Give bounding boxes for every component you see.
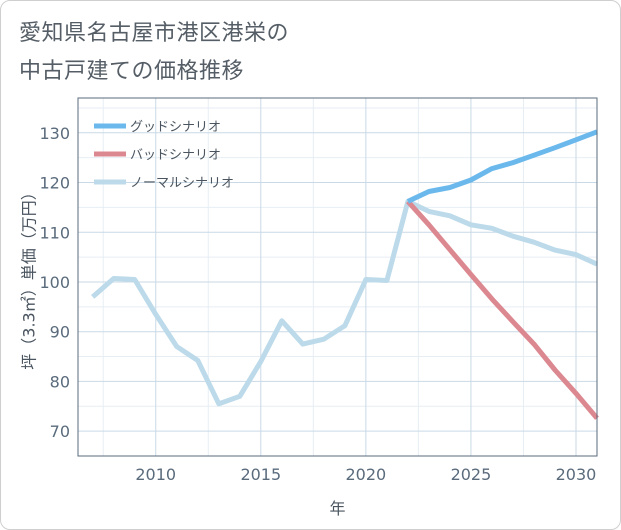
legend-label-1: グッドシナリオ [130, 120, 221, 135]
x-tick-label: 2010 [135, 465, 176, 484]
legend-label-2: バッドシナリオ [130, 148, 221, 163]
axes: 2010 2015 2020 2025 2030 70 80 90 100 110 120 130 [39, 97, 598, 484]
x-tick-label: 2025 [451, 465, 492, 484]
y-tick-label: 90 [50, 323, 70, 342]
x-tick-label: 2020 [346, 465, 387, 484]
x-tick-label: 2030 [556, 465, 597, 484]
x-axis-label: 年 [329, 499, 345, 518]
grid-lines [78, 98, 597, 456]
y-tick-label: 100 [39, 273, 70, 292]
chart-title: 愛知県名古屋市港区港栄の 中古戸建ての価格推移 [19, 15, 579, 91]
chart-title-line-1: 愛知県名古屋市港区港栄の [19, 21, 290, 46]
y-tick-label: 110 [39, 223, 70, 242]
y-tick-label: 130 [39, 124, 70, 143]
y-tick-label: 120 [39, 174, 70, 193]
series-line-1 [406, 129, 598, 204]
chart-title-line-2: 中古戸建ての価格推移 [19, 59, 245, 84]
series-lines [91, 129, 599, 420]
legend-label-3: ノーマルシナリオ [130, 176, 234, 191]
plot-border [77, 97, 598, 457]
x-tick-label: 2015 [240, 465, 281, 484]
y-tick-label: 70 [50, 422, 70, 441]
y-axis-label: 坪（3.3㎡）単価（万円） [20, 184, 39, 369]
y-tick-label: 80 [50, 372, 70, 391]
series-line-3 [91, 198, 599, 407]
series-line-2 [406, 199, 599, 420]
